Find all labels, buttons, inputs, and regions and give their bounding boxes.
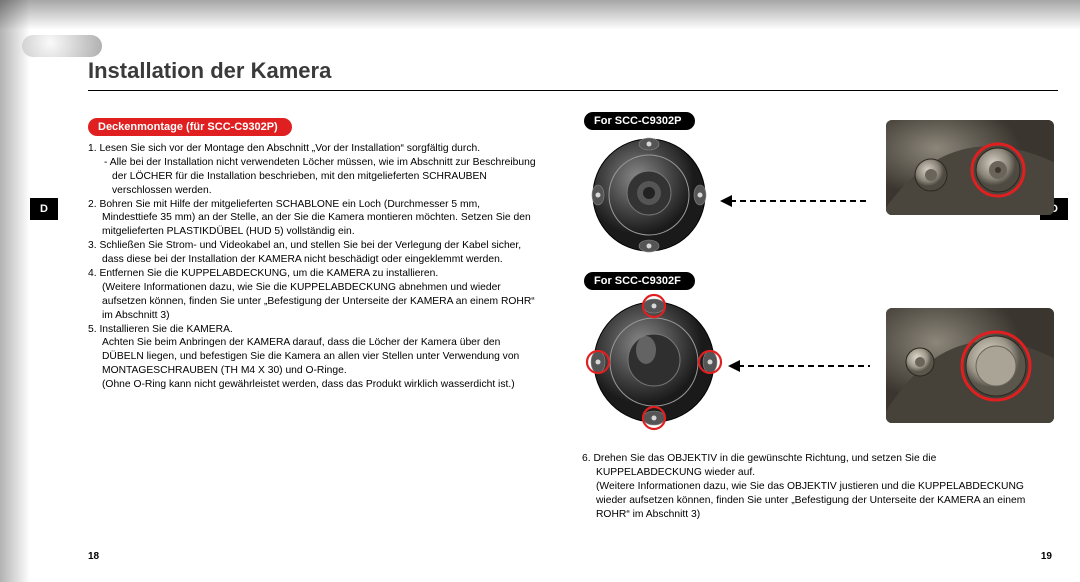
closeup-photo-top	[886, 120, 1054, 215]
figure-label-p: For SCC-C9302P	[584, 112, 695, 130]
step-4: 4. Entfernen Sie die KUPPELABDECKUNG, um…	[88, 267, 538, 281]
page-number-right: 19	[1041, 551, 1052, 562]
step-4-note: (Weitere Informationen dazu, wie Sie die…	[88, 281, 538, 323]
page-shadow-top	[0, 0, 1080, 30]
step-1: 1. Lesen Sie sich vor der Montage den Ab…	[88, 142, 538, 198]
camera-diagram-f	[584, 292, 724, 432]
step-6: 6. Drehen Sie das OBJEKTIV in die gewüns…	[582, 452, 1042, 480]
closeup-photo-bottom	[886, 308, 1054, 423]
step-6-note: (Weitere Informationen dazu, wie Sie das…	[582, 480, 1042, 522]
page-number-left: 18	[88, 551, 99, 562]
step-5-note1: Achten Sie beim Anbringen der KAMERA dar…	[88, 336, 538, 378]
page-shadow-left	[0, 0, 30, 582]
step-1-sub: - Alle bei der Installation nicht verwen…	[102, 156, 538, 198]
instruction-list-right: 6. Drehen Sie das OBJEKTIV in die gewüns…	[582, 452, 1042, 521]
arrow-top	[720, 193, 878, 214]
arrow-bottom	[728, 358, 878, 379]
step-5: 5. Installieren Sie die KAMERA.	[88, 323, 538, 337]
title-pill-decoration	[22, 35, 102, 57]
figure-label-f: For SCC-C9302F	[584, 272, 695, 290]
step-2: 2. Bohren Sie mit Hilfe der mitgeliefert…	[88, 198, 538, 240]
step-5-note2: (Ohne O-Ring kann nicht gewährleistet we…	[88, 378, 538, 392]
step-4-text: 4. Entfernen Sie die KUPPELABDECKUNG, um…	[88, 268, 438, 279]
title-underline	[88, 90, 1058, 91]
step-3: 3. Schließen Sie Strom- und Videokabel a…	[88, 239, 538, 267]
language-tab-left: D	[30, 198, 58, 220]
step-1-text: 1. Lesen Sie sich vor der Montage den Ab…	[88, 143, 480, 154]
section-heading: Deckenmontage (für SCC-C9302P)	[88, 118, 292, 136]
camera-diagram-p	[584, 130, 714, 260]
page-title: Installation der Kamera	[88, 58, 331, 84]
instruction-list-left: 1. Lesen Sie sich vor der Montage den Ab…	[88, 142, 538, 392]
